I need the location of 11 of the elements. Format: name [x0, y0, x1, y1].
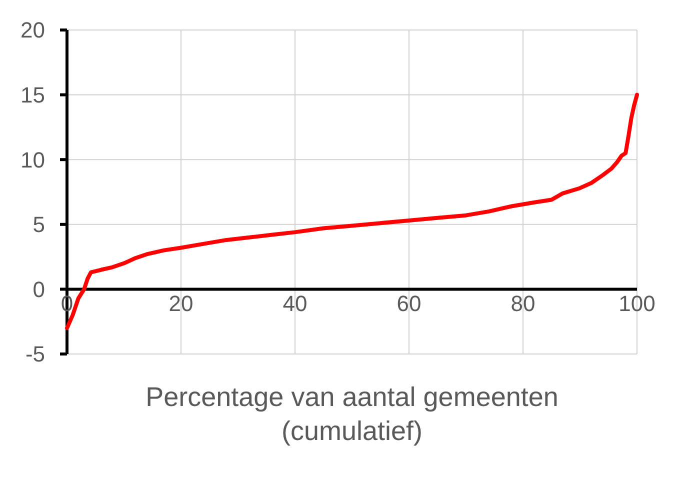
y-tick-label: 5 — [32, 212, 45, 238]
y-tick-label: 10 — [20, 147, 45, 172]
y-tick-label: 15 — [20, 82, 45, 108]
x-tick-label: 60 — [396, 291, 422, 316]
x-tick-label: 20 — [168, 291, 194, 316]
x-tick-label: 40 — [282, 291, 308, 316]
x-axis-title: Percentage van aantal gemeenten (cumulatief) — [146, 382, 558, 446]
x-tick-label: 100 — [618, 291, 656, 316]
x-tick-label: 80 — [510, 291, 536, 316]
y-tick-label: -5 — [25, 342, 45, 367]
y-tick-label: 20 — [20, 18, 45, 43]
